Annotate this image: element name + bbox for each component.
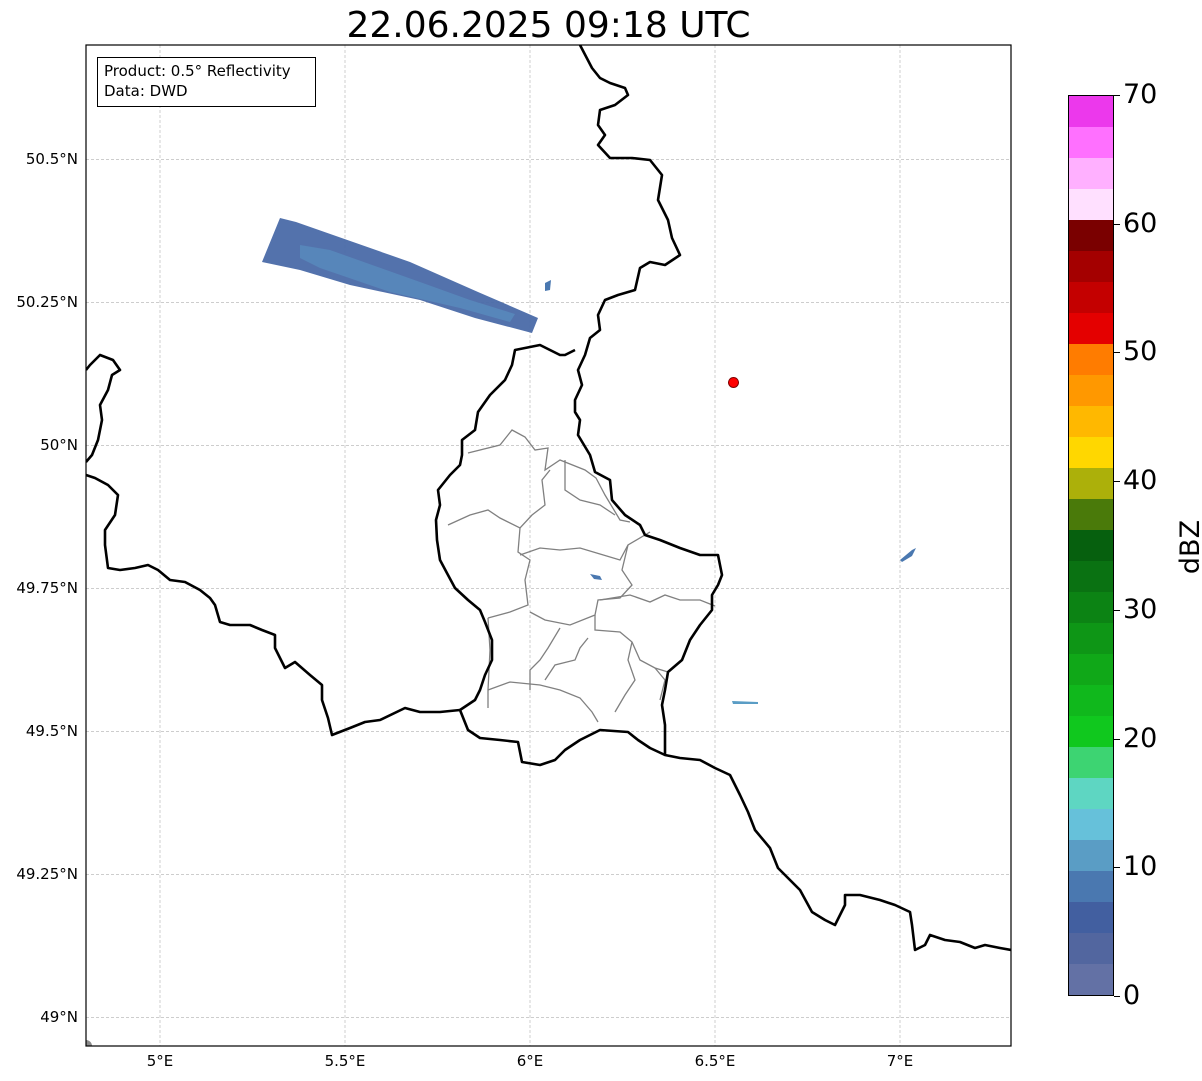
colorbar-segment [1069, 499, 1113, 530]
colorbar-tick-label: 30 [1123, 593, 1158, 625]
colorbar-segment [1069, 840, 1113, 871]
colorbar-segment [1069, 778, 1113, 809]
longitude-tick-label: 5.5°E [324, 1052, 366, 1070]
colorbar [1068, 95, 1114, 996]
longitude-tick-label: 6.5°E [694, 1052, 736, 1070]
colorbar-segment [1069, 375, 1113, 406]
colorbar-segment [1069, 344, 1113, 375]
colorbar-segment [1069, 158, 1113, 189]
gridlines [86, 45, 1011, 1046]
colorbar-tick [1114, 609, 1120, 611]
colorbar-segment [1069, 251, 1113, 282]
colorbar-segment [1069, 282, 1113, 313]
radar-echo-small [900, 548, 916, 562]
longitude-tick-label: 5°E [146, 1052, 174, 1070]
colorbar-segment [1069, 623, 1113, 654]
colorbar-tick-label: 40 [1123, 465, 1158, 497]
latitude-tick-label: 50.5°N [25, 150, 78, 169]
colorbar-segment [1069, 127, 1113, 158]
colorbar-segment [1069, 406, 1113, 437]
latitude-tick-label: 49.25°N [16, 865, 78, 884]
colorbar-label: dBZ [1175, 519, 1202, 575]
radar-echo-small [590, 574, 602, 580]
latitude-tick-label: 50°N [40, 436, 78, 455]
admin-borders [447, 429, 716, 723]
colorbar-segment [1069, 220, 1113, 251]
latitude-tick-label: 49.75°N [16, 579, 78, 598]
colorbar-tick-label: 10 [1123, 851, 1158, 883]
map-title: 22.06.2025 09:18 UTC [346, 5, 751, 46]
colorbar-segment [1069, 716, 1113, 747]
colorbar-segment [1069, 685, 1113, 716]
radar-echo-band-inner [300, 245, 515, 322]
colorbar-tick-label: 60 [1123, 207, 1158, 239]
colorbar-tick [1114, 996, 1120, 997]
radar-echo-small [545, 280, 551, 291]
colorbar-segment [1069, 871, 1113, 902]
colorbar-segment [1069, 933, 1113, 964]
colorbar-segment [1069, 437, 1113, 468]
longitude-tick-label: 7°E [886, 1052, 914, 1070]
colorbar-segment [1069, 964, 1113, 995]
colorbar-tick [1114, 223, 1120, 225]
latitude-tick-label: 49°N [40, 1008, 78, 1027]
data-source-label: Data: DWD [104, 82, 188, 100]
colorbar-segment [1069, 654, 1113, 685]
colorbar-segment [1069, 468, 1113, 499]
colorbar-segment [1069, 809, 1113, 840]
colorbar-segment [1069, 561, 1113, 592]
product-label: Product: 0.5° Reflectivity [104, 62, 291, 80]
map-frame [85, 44, 1012, 1047]
colorbar-tick [1114, 738, 1120, 740]
radar-site-marker [728, 376, 739, 388]
colorbar-segment [1069, 902, 1113, 933]
product-info-box: Product: 0.5° Reflectivity Data: DWD [97, 57, 316, 107]
colorbar-segment [1069, 313, 1113, 344]
radar-echo-small [732, 701, 758, 704]
latitude-tick-label: 50.25°N [16, 293, 78, 312]
colorbar-tick-label: 0 [1123, 980, 1141, 1011]
colorbar-segment [1069, 530, 1113, 561]
colorbar-segment [1069, 747, 1113, 778]
colorbar-tick [1114, 481, 1120, 483]
gray-corner [86, 1040, 92, 1046]
colorbar-tick [1114, 352, 1120, 354]
colorbar-tick-label: 50 [1123, 336, 1158, 368]
longitude-tick-label: 6°E [516, 1052, 544, 1070]
colorbar-tick [1114, 867, 1120, 869]
colorbar-segment [1069, 592, 1113, 623]
colorbar-tick [1114, 95, 1120, 96]
colorbar-tick-label: 20 [1123, 722, 1158, 754]
colorbar-segment [1069, 189, 1113, 220]
colorbar-segment [1069, 96, 1113, 127]
latitude-tick-label: 49.5°N [25, 722, 78, 741]
colorbar-tick-label: 70 [1123, 79, 1158, 110]
country-borders [86, 45, 1011, 952]
radar-echoes [262, 218, 916, 704]
